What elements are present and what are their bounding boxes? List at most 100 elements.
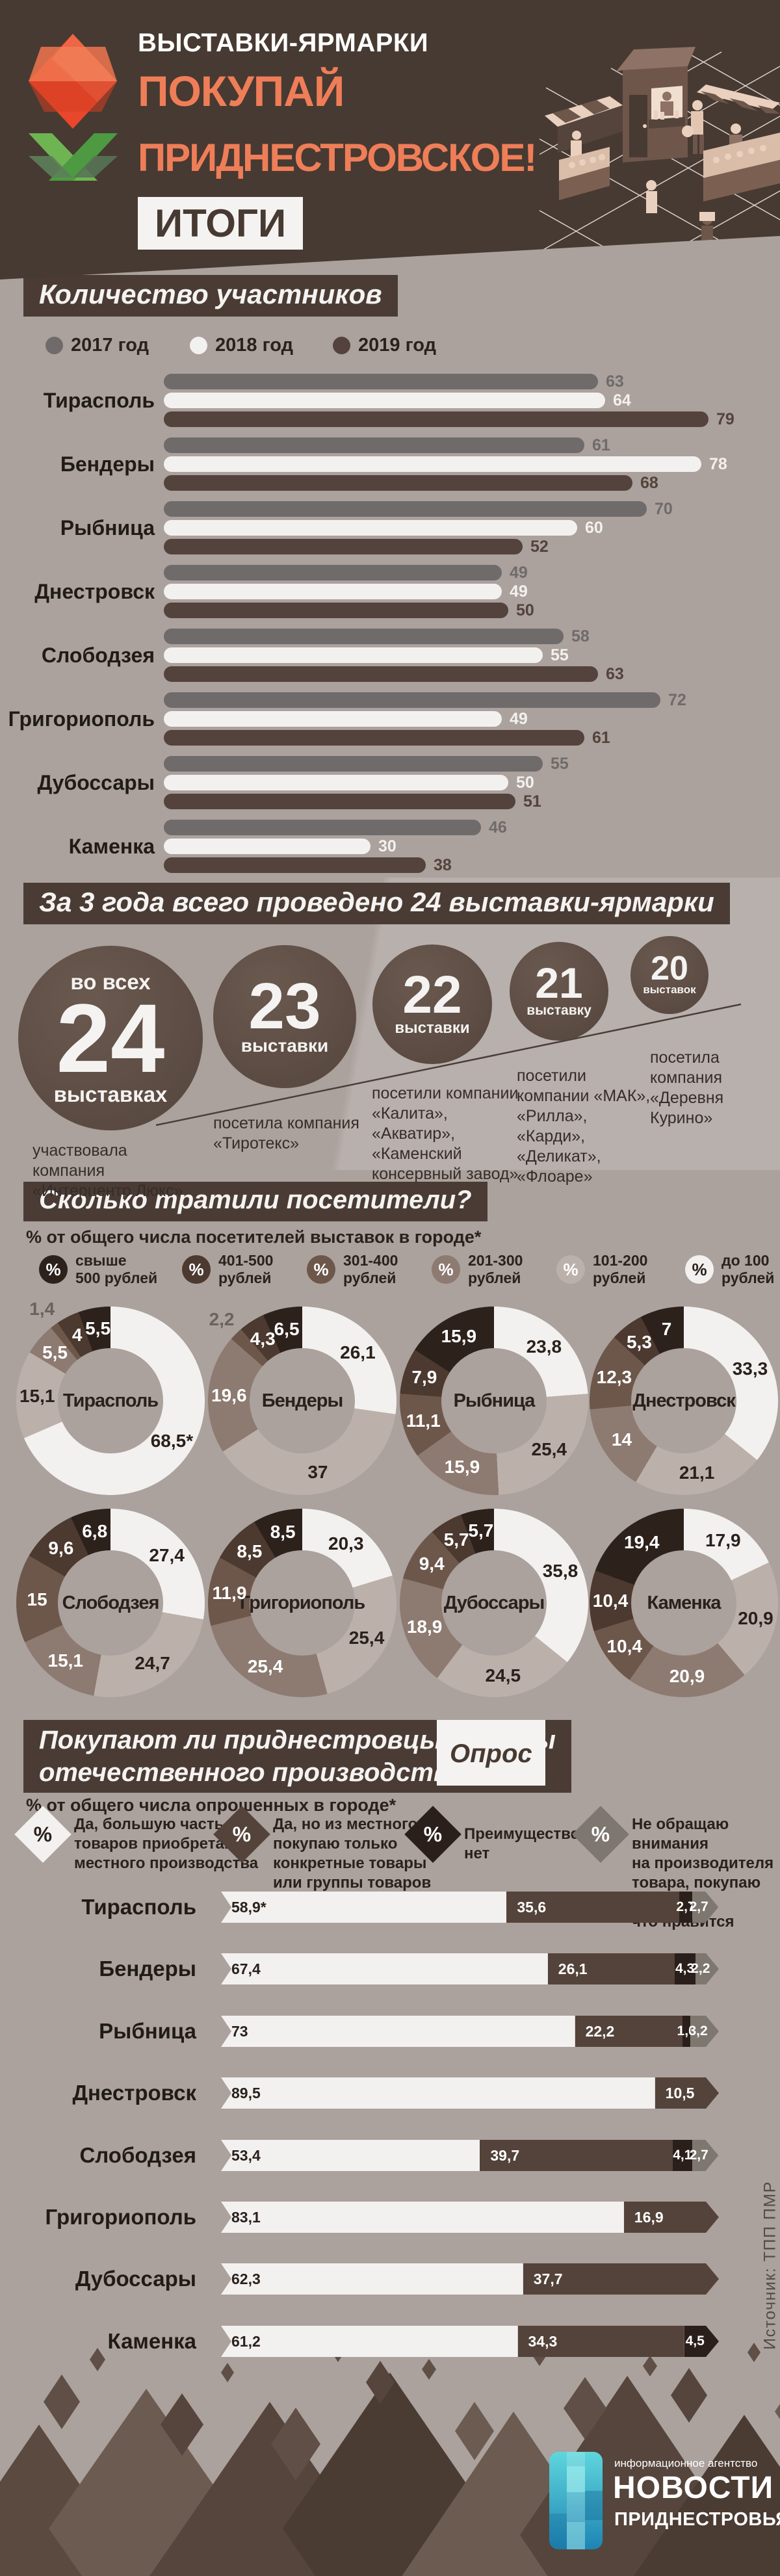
survey-city-label: Григориополь (45, 2205, 196, 2229)
bar-segment (164, 603, 508, 618)
bar-segment (164, 775, 508, 790)
donut-Григориополь: Григориополь 20,3 25,4 25,4 11,9 8,5 8,5 (208, 1509, 396, 1697)
expo-circle-number: 21 (535, 959, 583, 1008)
survey-bar-value: 22,2 (585, 2023, 615, 2040)
donut-value: 20,9 (738, 1607, 774, 1628)
bar-value: 55 (551, 646, 569, 664)
bar-segment (164, 584, 502, 599)
bar-segment (164, 756, 543, 772)
header-title-line1: ПОКУПАЙ (138, 67, 344, 115)
spending-legend-label: свыше 500 рублей (75, 1252, 158, 1286)
survey-legend-percent: % (33, 1822, 53, 1846)
donut-value: 14 (611, 1429, 632, 1450)
bar-segment (164, 857, 426, 873)
spending-legend-swatch: % (685, 1255, 714, 1284)
survey-bar-segment (221, 1892, 507, 1923)
bar-segment (164, 820, 481, 835)
survey-bar-value: 83,1 (231, 2209, 261, 2226)
bar-value: 58 (571, 627, 590, 645)
donut-value: 8,5 (237, 1541, 263, 1562)
donut-city-label: Днестровск (632, 1390, 735, 1411)
donut-hole: Тирасполь (58, 1348, 163, 1453)
agency-logo: информационное агентство НОВОСТИ ПРИДНЕС… (549, 2452, 780, 2549)
bar-value: 55 (551, 755, 569, 773)
legend-dot (190, 337, 207, 354)
survey-bar-segment (655, 2077, 719, 2109)
bar-value: 78 (709, 455, 727, 473)
bar-city-label: Днестровск (34, 579, 155, 603)
survey-legend-label: Не обращаю внимания на производителя тов… (632, 1815, 774, 1931)
survey-bar-value: 4,3 (675, 1961, 695, 1976)
expo-circle-number: 23 (248, 970, 321, 1043)
survey-section: Покупают ли приднестровцы товары отечест… (0, 1716, 780, 2444)
expo-caption: посетила компания «Тиротекс» (213, 1114, 359, 1152)
donut-value: 26,1 (340, 1342, 376, 1362)
expo-circle-number: 20 (651, 949, 688, 987)
donut-hole: Днестровск (631, 1348, 736, 1453)
bar-city-label: Дубоссары (37, 770, 155, 794)
donut-value: 25,4 (531, 1438, 567, 1459)
survey-subtitle: % от общего числа опрошенных в городе* (26, 1795, 396, 1815)
donut-city-label: Дубоссары (443, 1592, 545, 1613)
legend-dot (46, 337, 63, 354)
legend-dot (333, 337, 350, 354)
survey-bar-value: 2,7 (676, 1899, 696, 1914)
agency-name: НОВОСТИ (613, 2471, 774, 2505)
bar-value: 50 (516, 774, 534, 792)
donut-value: 9,6 (48, 1538, 74, 1559)
buy-transnistrian-logo (29, 34, 118, 181)
survey-city-label: Бендеры (99, 1957, 196, 1981)
survey-bar-value: 16,9 (634, 2209, 664, 2226)
spending-section: Сколько тратили посетители? % от общего … (0, 1170, 780, 1726)
legend-item-2019 год: 2019 год (333, 335, 436, 356)
donut-value: 10,4 (606, 1635, 642, 1656)
survey-bar-value: 2,7 (689, 1899, 708, 1914)
expo-circle-word: выставки (395, 1019, 470, 1037)
donut-Рыбница: Рыбница 23,8 25,4 15,9 11,1 7,9 15,9 (400, 1307, 588, 1495)
bar-segment (164, 437, 584, 453)
donut-value: 5,5 (42, 1342, 68, 1363)
survey-bar-segment (672, 2140, 693, 2171)
market-illustration (540, 47, 780, 280)
survey-legend-label: Да, большую часть товаров приобретаю мес… (74, 1815, 259, 1872)
donut-Днестровск: Днестровск 33,3 21,1 14 12,3 5,3 7 (590, 1307, 778, 1495)
donut-value: 15,9 (441, 1325, 477, 1346)
survey-bar-segment (679, 1892, 693, 1923)
legend-item-2017 год: 2017 год (46, 335, 149, 356)
spending-legend-label: 301-400 рублей (343, 1252, 398, 1286)
expo-circle-number: 22 (402, 965, 462, 1025)
survey-bar-segment (221, 2016, 575, 2047)
spending-legend-swatch: % (182, 1255, 211, 1284)
donut-value: 4,3 (250, 1328, 276, 1349)
donut-Тирасполь: Тирасполь 68,5* 15,1 5,5 1,4 4 5,5 (16, 1299, 205, 1495)
survey-city-label: Рыбница (99, 2019, 196, 2043)
survey-bar-segment (221, 2263, 523, 2295)
bar-segment (164, 647, 543, 663)
survey-title: Покупают ли приднестровцы товары отечест… (23, 1720, 571, 1793)
bar-value: 50 (516, 601, 534, 619)
donut-city-label: Тирасполь (62, 1390, 159, 1411)
spending-legend-item: % 401-500 рублей (182, 1252, 273, 1287)
donut-value: 24,5 (485, 1665, 521, 1686)
expo-caption: посетили компании «МАК», «Рилла», «Карди… (517, 1067, 651, 1186)
header-badge: ИТОГИ (138, 197, 304, 250)
source-label: Источник: ТПП ПМР (760, 2181, 779, 2350)
spending-legend-swatch: % (432, 1255, 460, 1284)
bar-value: 72 (668, 691, 686, 709)
bar-value: 52 (530, 538, 549, 556)
survey-bar-segment (221, 1953, 548, 1984)
bar-value: 49 (510, 564, 528, 582)
survey-bar-value: 35,6 (517, 1899, 547, 1916)
expo-circle-22: 22 выставки (372, 944, 492, 1064)
expo-circle-word: выставках (53, 1082, 168, 1106)
donut-value: 6,8 (82, 1520, 108, 1541)
bar-segment (164, 539, 523, 554)
expo-caption: посетила компания «Деревня Курино» (650, 1048, 724, 1127)
bar-value: 68 (640, 474, 658, 492)
expo-diagonal-line (155, 1003, 742, 1126)
bar-segment (164, 501, 647, 517)
survey-bar-value: 4,5 (685, 2334, 705, 2348)
bar-value: 46 (489, 818, 507, 837)
spending-legend-item: % свыше 500 рублей (39, 1252, 157, 1287)
header-title-line2: ПРИДНЕСТРОВСКОЕ! (138, 136, 537, 179)
